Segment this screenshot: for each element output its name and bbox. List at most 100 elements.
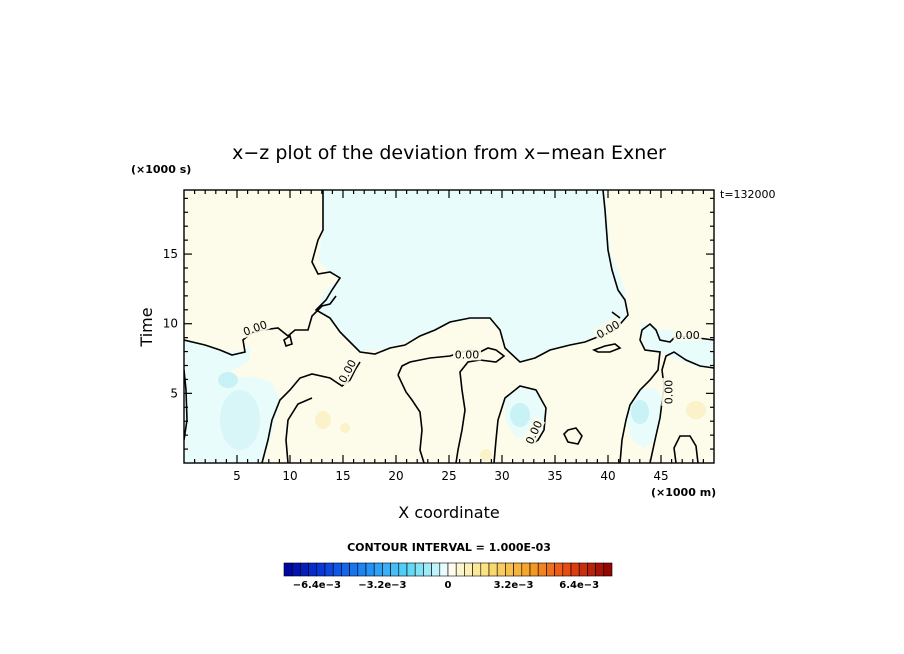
contour-line bbox=[611, 311, 621, 319]
x-tick-label: 30 bbox=[494, 469, 509, 483]
colorbar-cell bbox=[349, 562, 359, 577]
negative-blob bbox=[220, 390, 260, 450]
x-tick-label: 15 bbox=[335, 469, 350, 483]
colorbar-cell bbox=[521, 562, 531, 577]
contour-line bbox=[649, 351, 714, 463]
x-tick-label: 10 bbox=[282, 469, 297, 483]
colorbar-tick-label: 6.4e−3 bbox=[559, 580, 599, 591]
contour-label: 0.00 bbox=[453, 347, 482, 361]
x-tick-label: 35 bbox=[547, 469, 562, 483]
contour-label: 0.00 bbox=[661, 377, 675, 406]
positive-blob bbox=[480, 449, 492, 461]
negative-blob bbox=[631, 400, 649, 424]
colorbar-cell bbox=[398, 562, 408, 577]
contour-label-text: 0.00 bbox=[455, 348, 480, 361]
colorbar-cell bbox=[464, 562, 473, 577]
colorbar-cell bbox=[587, 562, 596, 577]
contour-line bbox=[397, 374, 425, 463]
colorbar-cell bbox=[529, 562, 539, 577]
colorbar-cell bbox=[578, 562, 588, 577]
colorbar-tick-label: −3.2e−3 bbox=[358, 580, 406, 591]
x-tick-label: 25 bbox=[441, 469, 456, 483]
colorbar-cell bbox=[373, 562, 383, 577]
contour-line bbox=[283, 334, 293, 348]
positive-blob bbox=[340, 423, 350, 433]
negative-region bbox=[640, 322, 714, 368]
contour-lines bbox=[184, 190, 714, 463]
colorbar-tick-label: 0 bbox=[445, 580, 452, 591]
negative-region bbox=[316, 190, 628, 362]
contour-label-bg bbox=[453, 347, 482, 361]
colorbar-cell bbox=[390, 562, 400, 577]
colorbar-cell bbox=[505, 562, 514, 577]
colorbar-cell bbox=[406, 562, 416, 577]
y-unit-note: (×1000 s) bbox=[131, 163, 191, 176]
colorbar-cell bbox=[472, 562, 482, 577]
y-axis-label: Time bbox=[137, 307, 156, 347]
colorbar-cell bbox=[300, 562, 309, 577]
x-unit-note: (×1000 m) bbox=[651, 486, 716, 499]
colorbar-cell bbox=[332, 562, 342, 577]
contour-interval-label: CONTOUR INTERVAL = 1.000E-03 bbox=[347, 541, 551, 554]
contour-line bbox=[493, 385, 547, 463]
colorbar-cell bbox=[447, 562, 457, 577]
colorbar-cell bbox=[562, 562, 572, 577]
colorbar-cell bbox=[496, 562, 506, 577]
colorbar-cell bbox=[455, 562, 465, 577]
contour-line bbox=[184, 295, 337, 356]
colorbar-tick-label: 3.2e−3 bbox=[494, 580, 534, 591]
colorbar-cell bbox=[439, 562, 449, 577]
contour-line bbox=[673, 435, 699, 463]
chart-title: x−z plot of the deviation from x−mean Ex… bbox=[232, 142, 666, 164]
colorbar-cell bbox=[603, 562, 613, 577]
colorbar-cell bbox=[357, 562, 367, 577]
x-tick-label: 5 bbox=[233, 469, 241, 483]
contour-label-text: 0.00 bbox=[662, 380, 675, 405]
x-tick-label: 45 bbox=[653, 469, 668, 483]
contour-label-bg bbox=[239, 316, 271, 339]
colorbar-cell bbox=[546, 562, 555, 577]
colorbar-cell bbox=[316, 562, 326, 577]
colorbar-cell bbox=[341, 562, 350, 577]
contour-line bbox=[311, 190, 629, 363]
y-tick-label: 5 bbox=[170, 386, 178, 400]
x-axis-label: X coordinate bbox=[398, 503, 499, 522]
colorbar-cell bbox=[570, 562, 580, 577]
contour-label-bg bbox=[521, 416, 546, 448]
colorbar bbox=[283, 562, 613, 577]
negative-blob bbox=[218, 372, 238, 388]
colorbar-labels: −6.4e−3 −3.2e−3 0 3.2e−3 6.4e−3 bbox=[293, 580, 599, 591]
contour-label: 0.00 bbox=[673, 327, 702, 342]
contour-line bbox=[563, 427, 583, 445]
contour-field: 0.000.000.000.000.00 0.000.00 bbox=[184, 190, 714, 463]
colorbar-tick-label: −6.4e−3 bbox=[293, 580, 341, 591]
contour-line bbox=[285, 397, 313, 463]
contour-line bbox=[619, 322, 714, 463]
contour-label-bg bbox=[334, 355, 360, 387]
contour-line bbox=[397, 347, 506, 463]
colorbar-cell bbox=[423, 562, 432, 577]
contour-label-bg bbox=[592, 316, 624, 342]
colorbar-cell bbox=[431, 562, 441, 577]
colorbar-cell bbox=[488, 562, 498, 577]
colorbar-cell bbox=[480, 562, 490, 577]
negative-blob bbox=[510, 403, 530, 427]
colorbar-cell bbox=[382, 562, 391, 577]
colorbar-cell bbox=[537, 562, 547, 577]
colorbar-cell bbox=[308, 562, 318, 577]
contour-line bbox=[261, 361, 361, 463]
y-tick-label: 10 bbox=[163, 317, 178, 331]
x-tick-label: 20 bbox=[388, 469, 403, 483]
contour-label-bg bbox=[661, 377, 675, 406]
y-axis: 5 10 15 bbox=[163, 197, 714, 450]
contour-label-bg bbox=[673, 327, 702, 341]
colorbar-cell bbox=[291, 562, 301, 577]
colorbar-cell bbox=[554, 562, 564, 577]
colorbar-cell bbox=[283, 562, 293, 577]
time-label: t=132000 bbox=[720, 188, 776, 201]
x-axis: 5 10 15 20 25 30 35 40 45 bbox=[194, 190, 705, 483]
colorbar-cell bbox=[414, 562, 424, 577]
positive-blob bbox=[315, 411, 331, 429]
contour-line bbox=[591, 343, 622, 353]
